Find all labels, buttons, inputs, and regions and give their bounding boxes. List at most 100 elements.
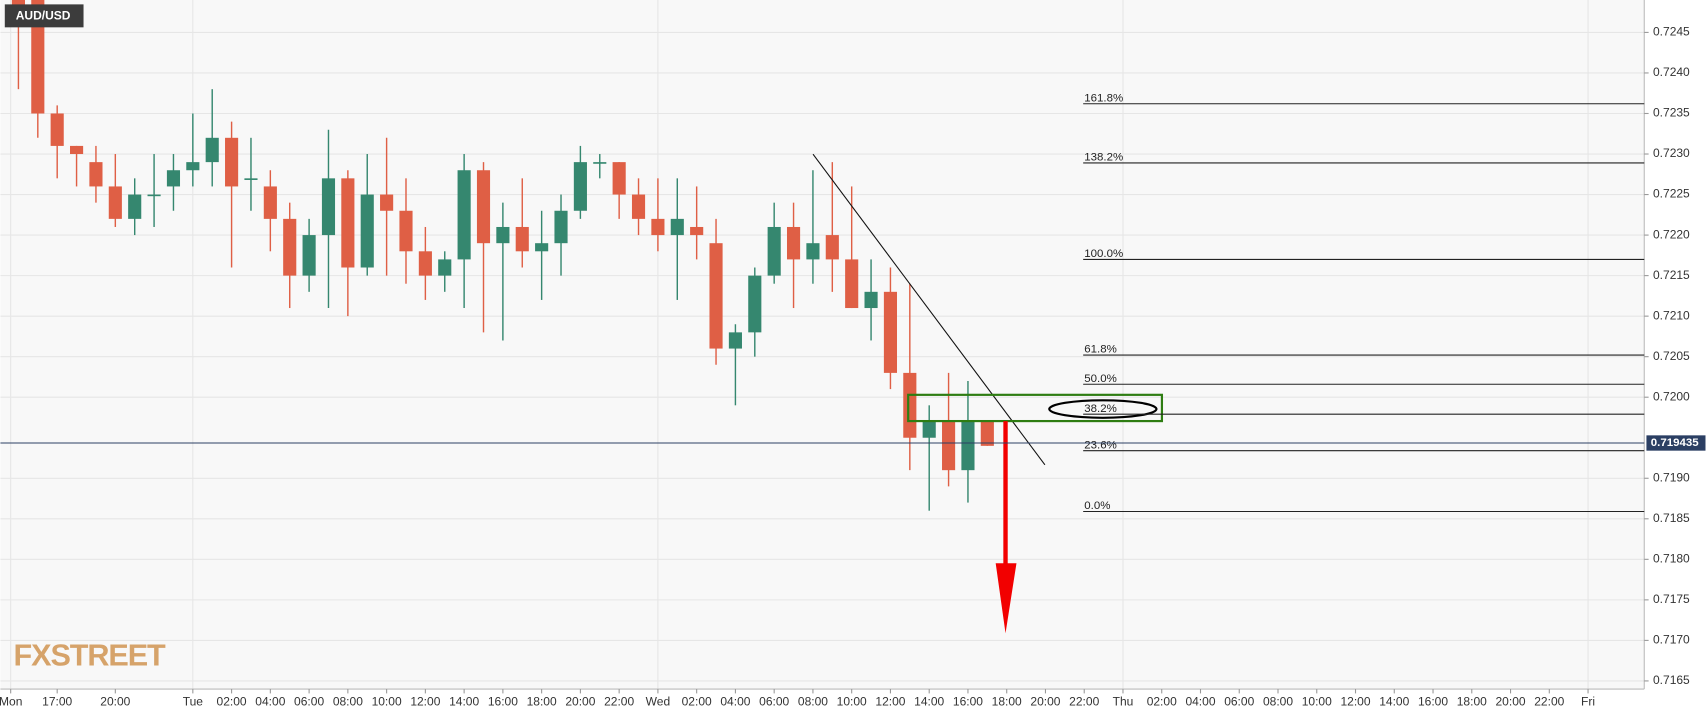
x-tick-label: 12:00 bbox=[1340, 694, 1370, 708]
x-tick-label: 04:00 bbox=[1185, 694, 1215, 708]
candle-body bbox=[89, 162, 103, 187]
candle-body bbox=[690, 226, 704, 236]
candle-body bbox=[438, 259, 452, 276]
x-tick-label: Fri bbox=[1581, 694, 1595, 708]
candle-body bbox=[186, 162, 200, 171]
x-tick-label: 06:00 bbox=[1224, 694, 1254, 708]
candle-body bbox=[670, 218, 684, 236]
candle-body bbox=[593, 162, 607, 164]
candle-body bbox=[321, 178, 336, 236]
candle-body bbox=[748, 275, 762, 333]
x-tick-label: Wed bbox=[646, 694, 671, 708]
x-tick-label: 02:00 bbox=[217, 694, 247, 708]
x-tick-label: 18:00 bbox=[992, 694, 1022, 708]
x-tick-label: 17:00 bbox=[42, 694, 72, 708]
candle-body bbox=[360, 194, 374, 268]
watermark: FXSTREET bbox=[14, 638, 167, 672]
candle-body bbox=[631, 194, 646, 219]
x-tick-label: 10:00 bbox=[1302, 694, 1332, 708]
candle-body bbox=[903, 372, 917, 438]
candle-body bbox=[864, 291, 878, 309]
highlight-ellipse bbox=[1048, 399, 1158, 419]
x-tick-label: 22:00 bbox=[1069, 694, 1099, 708]
candle-body bbox=[147, 194, 161, 197]
x-tick-label: 12:00 bbox=[875, 694, 905, 708]
fib-label: 50.0% bbox=[1084, 373, 1117, 385]
candle-body bbox=[380, 194, 394, 211]
y-tick-label: 0.7215 bbox=[1653, 268, 1690, 282]
x-tick-label: 22:00 bbox=[604, 694, 634, 708]
candle-body bbox=[496, 226, 510, 244]
plot-background bbox=[0, 0, 1644, 689]
x-tick-label: 18:00 bbox=[527, 694, 557, 708]
candle-body bbox=[883, 291, 898, 373]
y-tick-label: 0.7200 bbox=[1653, 389, 1690, 403]
y-tick-label: 0.7205 bbox=[1653, 349, 1690, 363]
x-tick-label: Thu bbox=[1113, 694, 1134, 708]
candle-body bbox=[806, 243, 820, 260]
x-tick-label: 08:00 bbox=[1263, 694, 1293, 708]
candle-body bbox=[980, 421, 994, 446]
candle-body bbox=[457, 170, 471, 260]
x-tick-label: 20:00 bbox=[100, 694, 130, 708]
symbol-title: AUD/USD bbox=[16, 9, 71, 23]
candle-body bbox=[128, 194, 142, 219]
x-tick-label: 08:00 bbox=[798, 694, 828, 708]
y-tick-label: 0.7210 bbox=[1653, 308, 1690, 322]
candle-body bbox=[728, 332, 742, 349]
x-tick-label: Tue bbox=[183, 694, 204, 708]
trend-line bbox=[812, 153, 1046, 466]
candle-body bbox=[225, 137, 239, 187]
candle-body bbox=[709, 243, 723, 349]
candle-body bbox=[922, 421, 936, 438]
y-tick-label: 0.7190 bbox=[1653, 470, 1690, 484]
fib-label: 0.0% bbox=[1084, 500, 1110, 512]
marks bbox=[11, 0, 994, 511]
y-tick-label: 0.7165 bbox=[1653, 673, 1690, 687]
x-tick-label: 06:00 bbox=[759, 694, 789, 708]
candle-body bbox=[961, 421, 975, 471]
x-tick-label: 14:00 bbox=[914, 694, 944, 708]
x-tick-label: 14:00 bbox=[1379, 694, 1409, 708]
candle-body bbox=[651, 218, 665, 236]
candle-body bbox=[263, 186, 277, 219]
y-tick-label: 0.7225 bbox=[1653, 187, 1690, 201]
fib-label: 138.2% bbox=[1084, 151, 1123, 163]
candle-body bbox=[108, 186, 122, 219]
candle-body bbox=[50, 113, 64, 146]
x-tick-label: 12:00 bbox=[410, 694, 440, 708]
x-tick-label: 10:00 bbox=[837, 694, 867, 708]
grid bbox=[0, 0, 1645, 690]
x-tick-label: 02:00 bbox=[682, 694, 712, 708]
candle-body bbox=[786, 226, 801, 260]
candle-body bbox=[244, 178, 258, 180]
candle-body bbox=[767, 226, 781, 276]
x-tick-label: Mon bbox=[0, 694, 22, 708]
y-tick-label: 0.7180 bbox=[1653, 552, 1690, 566]
candle-body bbox=[418, 251, 432, 276]
candle-body bbox=[205, 137, 219, 163]
x-tick-label: 08:00 bbox=[333, 694, 363, 708]
fib-label: 161.8% bbox=[1084, 92, 1123, 104]
candle-body bbox=[515, 226, 529, 252]
y-tick-label: 0.7235 bbox=[1653, 106, 1690, 120]
y-tick-label: 0.7185 bbox=[1653, 511, 1690, 525]
y-tick-label: 0.7170 bbox=[1653, 633, 1690, 647]
candle-body bbox=[166, 170, 181, 187]
candle-body bbox=[283, 218, 297, 276]
y-tick-label: 0.7175 bbox=[1653, 592, 1690, 606]
candle-body bbox=[612, 162, 626, 195]
candle-body bbox=[942, 421, 956, 471]
last-price-label: 0.719435 bbox=[1651, 437, 1699, 449]
candle-body bbox=[554, 210, 568, 244]
fib-label: 23.6% bbox=[1084, 439, 1117, 451]
x-tick-label: 14:00 bbox=[449, 694, 479, 708]
last-price-badge bbox=[1646, 435, 1706, 451]
candle-body bbox=[825, 235, 839, 260]
candle-body bbox=[70, 145, 84, 155]
candle-body bbox=[476, 170, 491, 244]
y-tick-label: 0.7220 bbox=[1653, 227, 1690, 241]
x-tick-label: 04:00 bbox=[255, 694, 285, 708]
x-tick-label: 04:00 bbox=[720, 694, 750, 708]
